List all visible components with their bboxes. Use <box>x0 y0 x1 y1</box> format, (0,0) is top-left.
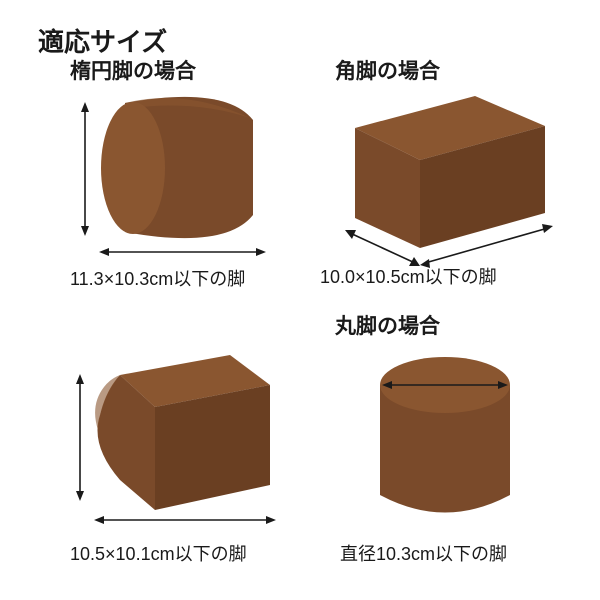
shape-square <box>320 78 560 268</box>
main-title: 適応サイズ <box>38 22 167 59</box>
caption-elliptical: 11.3×10.3cm以下の脚 <box>70 265 245 291</box>
caption-round: 直径10.3cm以下の脚 <box>340 540 507 566</box>
shape-round <box>340 335 560 540</box>
shape-elliptical <box>65 80 285 265</box>
shape-rounded <box>60 345 285 545</box>
